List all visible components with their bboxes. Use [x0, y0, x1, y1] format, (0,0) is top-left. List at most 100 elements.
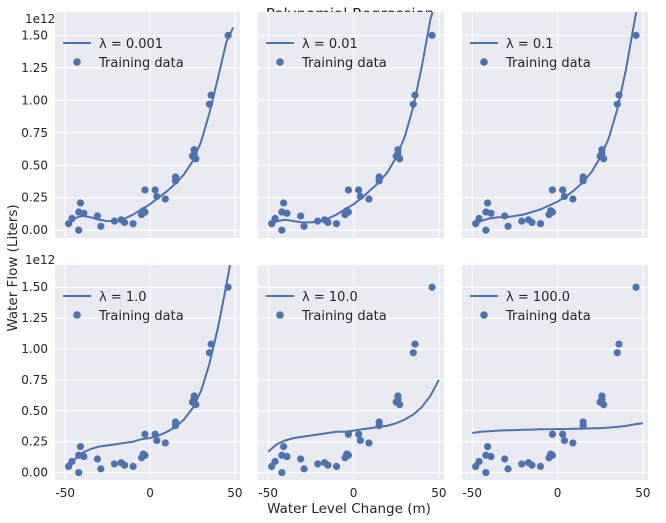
- training-point: [548, 208, 557, 216]
- training-point: [161, 439, 169, 447]
- subplot-2: λ = 0.01 Training data: [258, 12, 444, 238]
- training-point: [632, 31, 640, 39]
- plot-area: [462, 12, 648, 238]
- training-point: [483, 443, 492, 451]
- y-tick-label: 0.75: [21, 373, 48, 387]
- training-point: [428, 283, 436, 291]
- training-point: [428, 31, 436, 39]
- plot-area: [462, 265, 648, 480]
- legend-label-training: Training data: [505, 309, 591, 324]
- legend-marker-swatch: [480, 311, 488, 319]
- training-point: [559, 430, 567, 438]
- subplot-data: [472, 12, 640, 234]
- legend-marker-swatch: [480, 58, 488, 66]
- training-point: [365, 195, 373, 203]
- y-tick-label: 0.00: [21, 466, 48, 480]
- training-point: [80, 452, 88, 461]
- training-point: [487, 209, 495, 217]
- x-tick-label: 50: [431, 486, 446, 500]
- y-tick-label: 0.25: [21, 435, 48, 449]
- x-tick-label: -50: [258, 486, 278, 500]
- training-point: [536, 220, 545, 228]
- training-point: [300, 465, 308, 473]
- y-tick-label: 0.50: [21, 158, 48, 172]
- training-point: [501, 455, 509, 463]
- training-point: [279, 199, 288, 207]
- training-point: [548, 430, 557, 438]
- training-point: [324, 218, 332, 227]
- subplot-3: λ = 0.1 Training data: [462, 12, 648, 238]
- training-point: [504, 465, 512, 473]
- training-point: [487, 452, 495, 461]
- y-tick-label: 1.00: [21, 93, 48, 107]
- x-tick-label: 50: [227, 486, 242, 500]
- y-tick-label: 1.50: [21, 28, 48, 42]
- training-point: [569, 439, 577, 447]
- training-point: [409, 349, 417, 357]
- training-point: [332, 220, 341, 228]
- legend-label-training: Training data: [98, 309, 184, 324]
- y-tick-label: 1.00: [21, 342, 48, 356]
- plot-area: [258, 12, 444, 238]
- training-point: [375, 418, 383, 426]
- training-point: [97, 222, 105, 230]
- legend-label-fit: λ = 0.001: [99, 37, 163, 52]
- training-point: [482, 468, 490, 477]
- training-point: [314, 460, 322, 468]
- legend-marker-swatch: [73, 311, 81, 319]
- training-point: [518, 217, 526, 225]
- training-point: [171, 418, 180, 426]
- fit-line: [67, 27, 235, 226]
- training-point: [297, 212, 305, 220]
- training-point: [279, 443, 288, 451]
- legend-label-training: Training data: [301, 56, 387, 71]
- training-point: [283, 452, 291, 461]
- legend-label-training: Training data: [98, 56, 184, 71]
- x-tick-label: -50: [55, 486, 75, 500]
- training-point: [171, 173, 180, 181]
- training-point: [278, 226, 286, 234]
- training-point: [560, 436, 568, 445]
- fit-line: [271, 12, 434, 226]
- x-tick-label: -50: [462, 486, 482, 500]
- training-point: [613, 349, 621, 357]
- training-point: [324, 461, 332, 469]
- legend-marker-swatch: [276, 58, 284, 66]
- training-point: [161, 195, 169, 203]
- training-point: [97, 465, 105, 473]
- legend-label-fit: λ = 10.0: [302, 290, 358, 305]
- training-point: [483, 199, 492, 207]
- y-tick-label: 0.75: [21, 126, 48, 140]
- x-tick-label: 0: [146, 486, 154, 500]
- training-point: [141, 430, 149, 438]
- legend: λ = 100.0 Training data: [470, 290, 591, 324]
- training-point: [283, 209, 291, 217]
- plot-area: [55, 265, 240, 480]
- y-tick-label: 1.25: [21, 61, 48, 75]
- y-offset-text-top: 1e12: [25, 12, 55, 26]
- training-point: [632, 283, 640, 291]
- y-axis-title: Water Flow (Liters): [5, 204, 21, 331]
- legend: λ = 0.01 Training data: [266, 37, 387, 71]
- training-point: [569, 195, 577, 203]
- x-tick-label: 50: [635, 486, 650, 500]
- subplot-grid: 0.00 0.25 0.50 0.75 1.00 1.25 1.50 λ = 0.001 Tra…: [21, 12, 651, 500]
- training-point: [344, 208, 353, 216]
- training-point: [76, 199, 85, 207]
- training-point: [268, 220, 276, 228]
- training-point: [344, 186, 353, 194]
- training-point: [559, 186, 567, 194]
- y-offset-text-bottom: 1e12: [25, 253, 55, 267]
- training-point: [93, 455, 102, 463]
- legend: λ = 1.0 Training data: [63, 290, 184, 324]
- x-axis-title: Water Level Change (m): [267, 501, 431, 517]
- fit-line: [267, 379, 440, 453]
- subplot-data: [472, 283, 644, 477]
- training-point: [297, 455, 305, 463]
- legend: λ = 0.1 Training data: [470, 37, 591, 71]
- subplot-data: [64, 27, 235, 234]
- training-point: [482, 226, 490, 234]
- training-point: [536, 462, 545, 471]
- y-tick-label: 0.00: [21, 223, 48, 237]
